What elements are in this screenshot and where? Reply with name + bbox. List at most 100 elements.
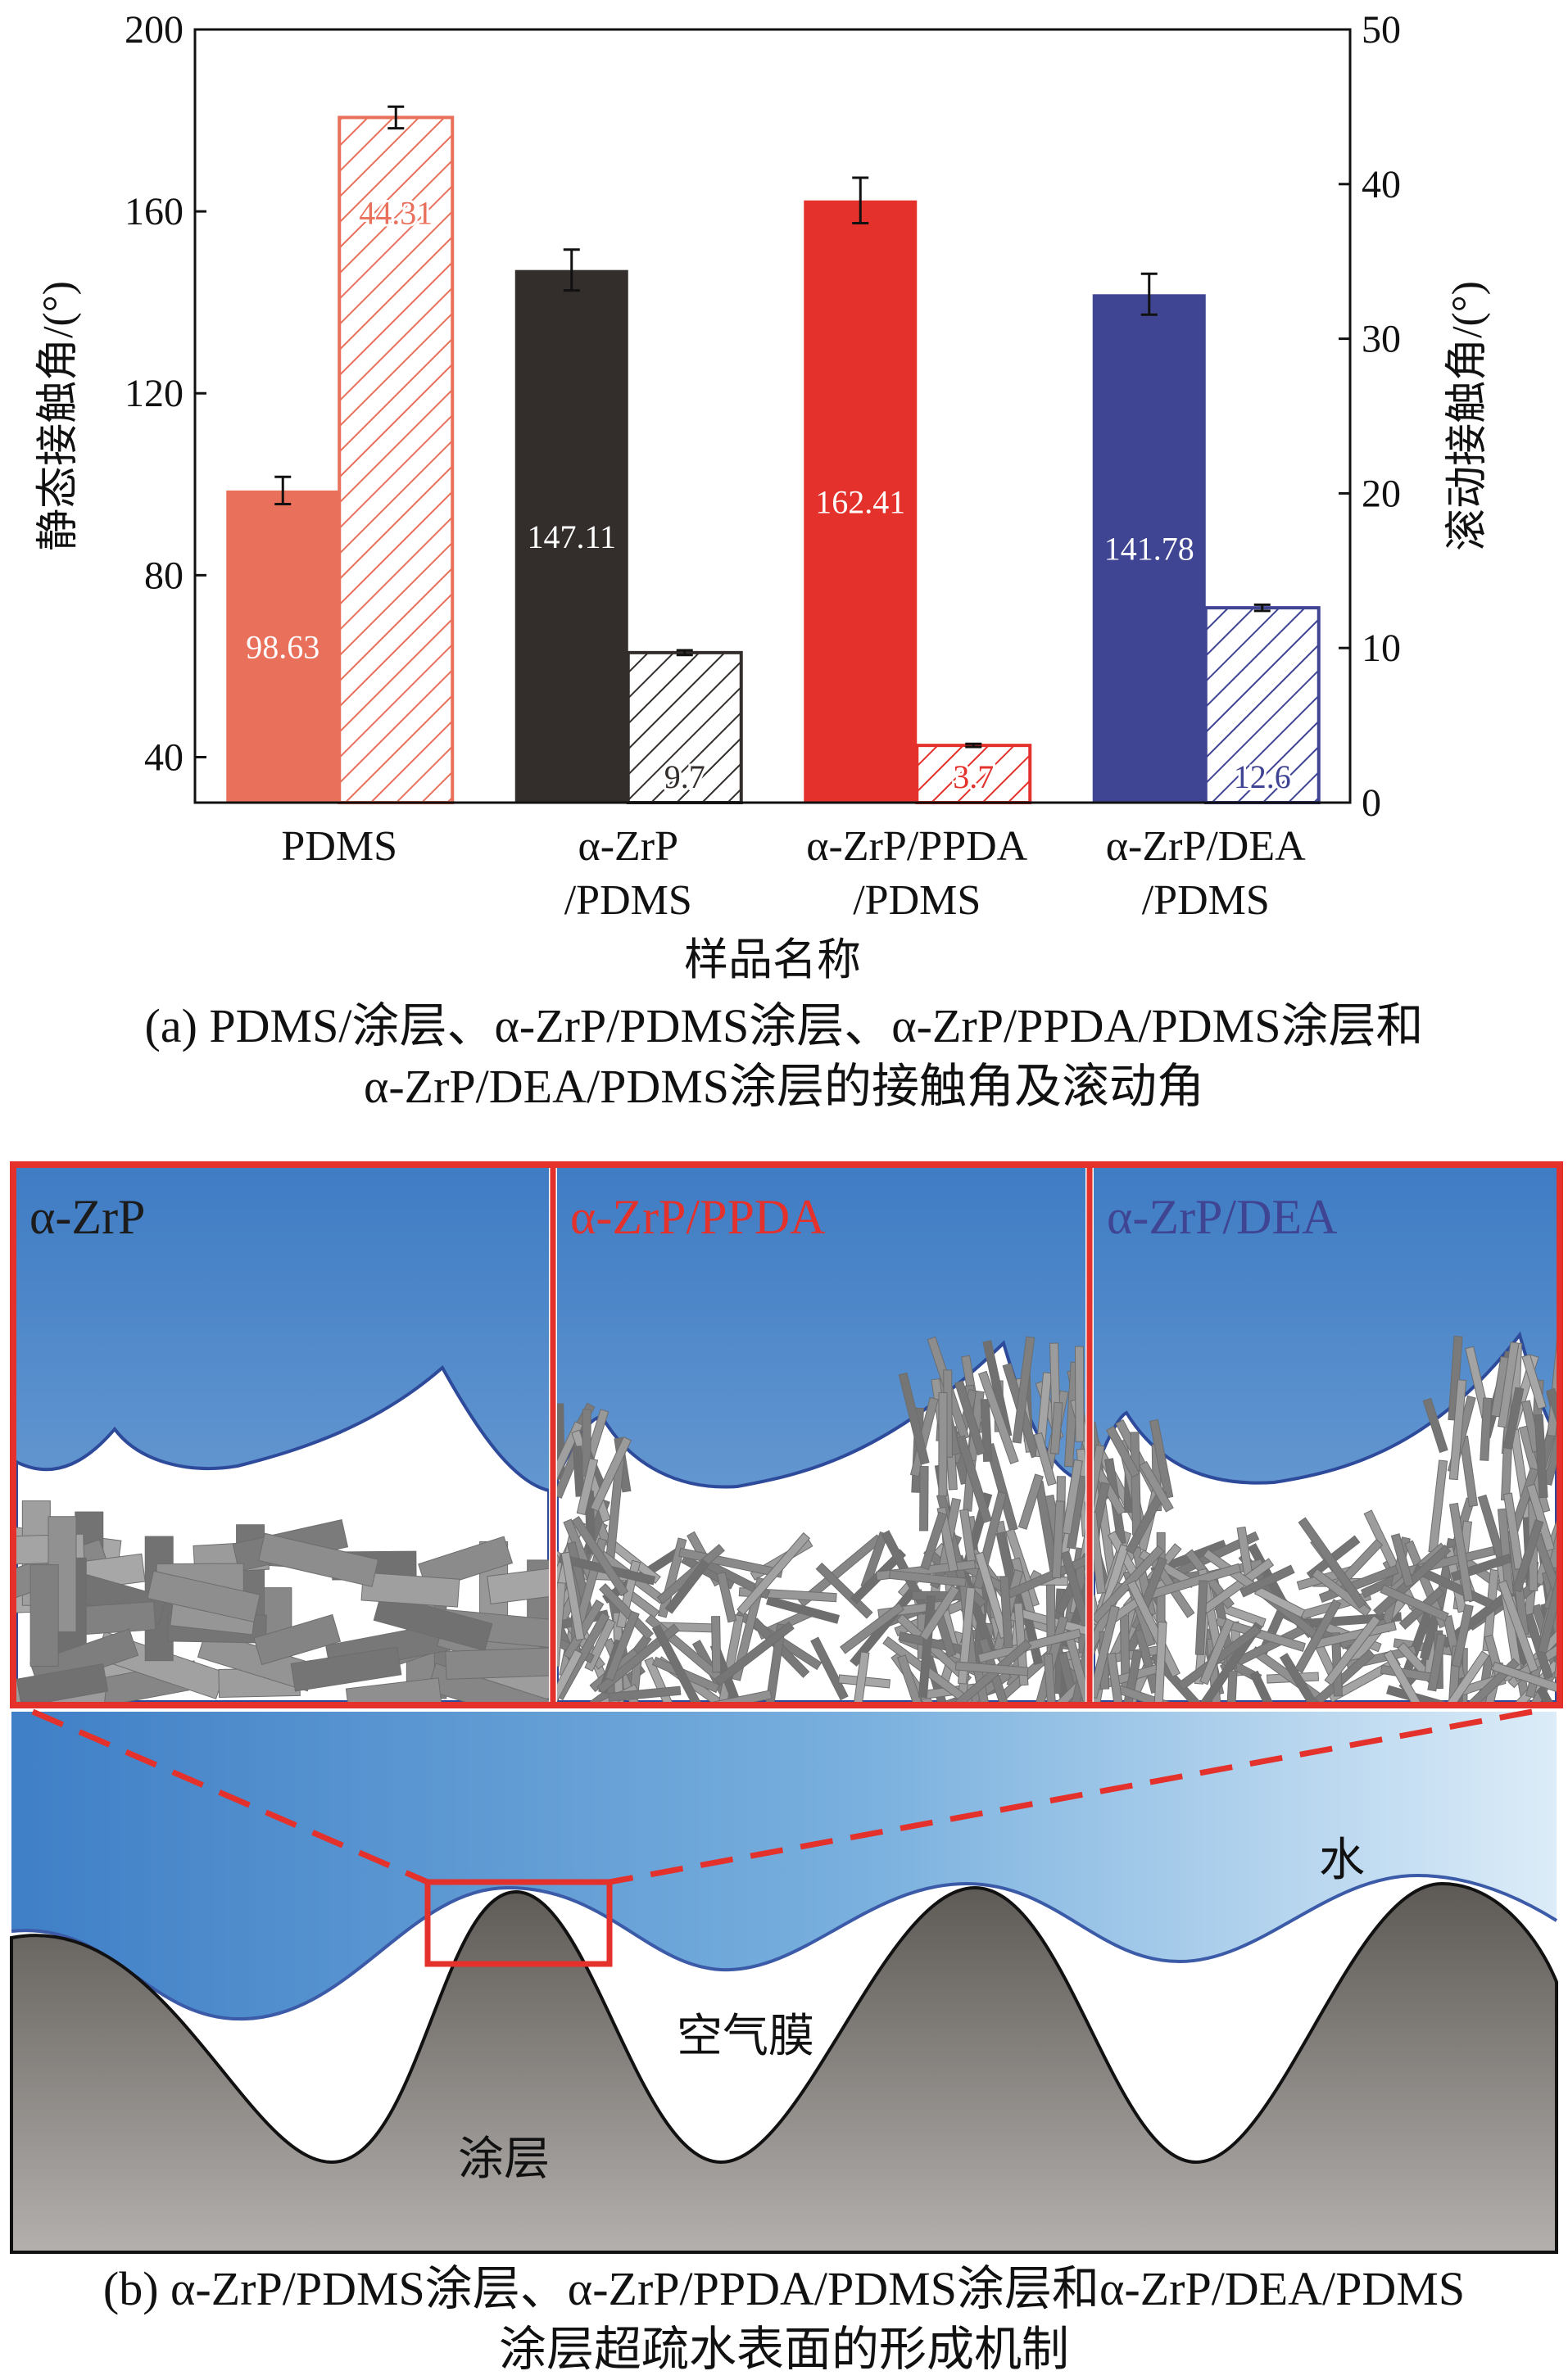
zoom-line-left: [31, 1708, 429, 1885]
magnified-panels: α-ZrP α-ZrP/PPDA α-ZrP/DEA: [10, 1161, 1568, 1708]
zrp-platelet: [999, 1575, 1013, 1649]
zrp-platelet: [651, 1624, 709, 1702]
data-label: 3.7: [953, 758, 994, 795]
category-tick-label: α-ZrP/DEA: [1106, 823, 1306, 870]
caption-b-line1: (b) α-ZrP/PDMS涂层、α-ZrP/PPDA/PDMS涂层和α-ZrP…: [102, 2262, 1466, 2315]
zrp-platelet: [147, 1570, 261, 1623]
zrp-platelet: [1390, 1533, 1415, 1587]
error-bar: [1253, 603, 1271, 613]
zrp-platelet: [920, 1511, 948, 1571]
zrp-platelet: [1534, 1414, 1548, 1499]
zrp-platelet: [938, 1391, 948, 1497]
zrp-platelet: [1294, 1599, 1342, 1674]
category-tick-label: /PDMS: [1142, 877, 1270, 924]
zrp-platelet: [1043, 1653, 1058, 1702]
zrp-platelet: [1502, 1387, 1525, 1450]
static-angle-bar-1: [514, 269, 628, 803]
caption-a: (a) PDMS/涂层、α-ZrP/PDMS涂层、α-ZrP/PPDA/PDMS…: [0, 996, 1568, 1117]
zrp-platelet: [1526, 1483, 1556, 1552]
zrp-platelet: [849, 1651, 870, 1702]
caption-a-line1: (a) PDMS/涂层、α-ZrP/PDMS涂层、α-ZrP/PPDA/PDMS…: [144, 999, 1424, 1052]
zrp-platelet: [954, 1380, 986, 1456]
zrp-platelet: [678, 1547, 783, 1578]
zrp-platelet: [765, 1595, 841, 1624]
zrp-platelet: [1440, 1650, 1490, 1702]
zrp-platelet: [557, 1581, 566, 1667]
contact-angle-chart: 98.63 44.31 PDMS 147.11 9.7 α-ZrP/PDMS 162.41 3…: [35, 8, 1491, 984]
zrp-platelet: [487, 1565, 549, 1604]
zrp-platelet: [810, 1636, 849, 1701]
caption-a-line2: α-ZrP/DEA/PDMS涂层的接触角及滚动角: [363, 1060, 1205, 1113]
zrp-platelet: [1094, 1444, 1105, 1509]
data-label: 98.63: [246, 628, 319, 665]
zrp-platelet: [1498, 1580, 1539, 1673]
zrp-platelet: [1062, 1459, 1083, 1535]
category-tick-label: α-ZrP: [578, 823, 678, 870]
static-angle-bar-3: [1092, 294, 1206, 803]
zrp-platelet: [1564, 1514, 1568, 1570]
zrp-platelet: [1451, 1604, 1474, 1668]
left-tick-label: 120: [125, 372, 184, 415]
data-label: 141.78: [1104, 531, 1194, 568]
error-bar: [563, 248, 580, 292]
zrp-platelet: [1199, 1618, 1235, 1685]
zrp-platelet: [605, 1610, 640, 1681]
zrp-platelet: [1543, 1396, 1557, 1486]
zrp-platelet: [732, 1577, 766, 1681]
zrp-platelet: [919, 1585, 960, 1641]
zrp-platelet: [576, 1458, 599, 1516]
zrp-platelet: [644, 1656, 690, 1702]
error-bar: [387, 105, 405, 130]
zrp-platelet: [954, 1661, 1029, 1676]
zrp-platelet: [1480, 1397, 1493, 1461]
zrp-platelet: [692, 1690, 773, 1702]
zrp-platelet: [840, 1602, 905, 1654]
zrp-platelet: [1012, 1336, 1036, 1444]
zrp-platelet: [571, 1515, 629, 1597]
zrp-platelet: [1448, 1379, 1467, 1481]
zrp-platelet: [445, 1646, 549, 1680]
zrp-platelet: [1153, 1621, 1167, 1702]
plot-frame: [193, 28, 1352, 804]
zrp-platelet: [919, 1466, 929, 1532]
zrp-platelet: [1546, 1387, 1557, 1478]
water-surface-line: [11, 1873, 1558, 2021]
data-label: 162.41: [815, 483, 905, 520]
error-bar: [274, 475, 292, 506]
zrp-platelet: [1448, 1335, 1463, 1421]
zrp-platelet: [1060, 1550, 1085, 1627]
zoom-box: [424, 1879, 613, 1967]
zrp-platelet: [1502, 1492, 1524, 1570]
category-tick-label: α-ZrP/PPDA: [806, 823, 1027, 870]
panel-1: [557, 1168, 1085, 1702]
error-bar: [676, 649, 693, 657]
zrp-platelet: [1279, 1653, 1322, 1702]
zrp-platelet: [360, 1572, 460, 1608]
panel-title: α-ZrP: [29, 1190, 145, 1244]
zrp-platelet: [1139, 1460, 1174, 1513]
zrp-platelet: [1448, 1502, 1474, 1602]
zrp-platelet: [714, 1621, 795, 1686]
right-tick-label: 50: [1362, 8, 1401, 52]
zrp-platelet: [1436, 1658, 1520, 1702]
zrp-platelet: [557, 1421, 583, 1516]
zrp-platelet: [290, 1646, 402, 1692]
zrp-platelet: [1074, 1346, 1085, 1442]
zrp-platelet: [1547, 1335, 1557, 1437]
zrp-platelet: [1051, 1500, 1065, 1579]
zrp-platelet: [345, 1677, 442, 1702]
caption-b: (b) α-ZrP/PDMS涂层、α-ZrP/PPDA/PDMS涂层和α-ZrP…: [0, 2259, 1568, 2380]
right-tick-label: 30: [1362, 318, 1401, 361]
zrp-platelet: [590, 1436, 632, 1513]
zrp-platelet: [1427, 1633, 1447, 1692]
zrp-platelet: [1225, 1670, 1238, 1702]
y2-axis-title: 滚动接触角/(°): [1444, 281, 1491, 551]
zrp-platelet: [607, 1685, 682, 1702]
zrp-platelet: [1422, 1397, 1448, 1454]
left-tick-label: 80: [144, 554, 184, 597]
panel-2: [1094, 1168, 1568, 1702]
left-tick-label: 160: [125, 190, 184, 233]
zrp-platelet: [1194, 1580, 1208, 1656]
